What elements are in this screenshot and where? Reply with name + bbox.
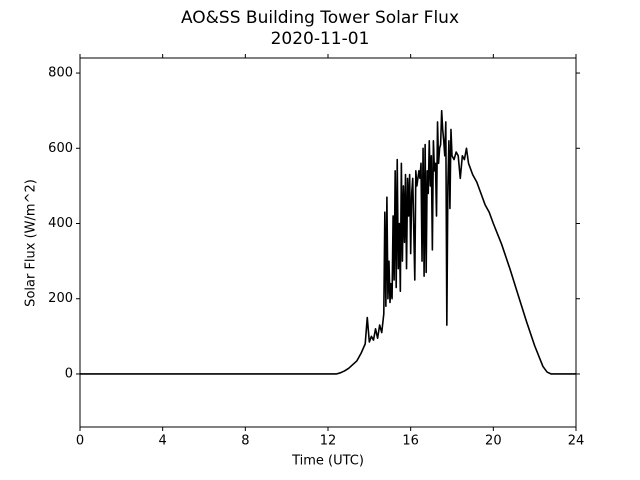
x-tick-label: 16 (402, 434, 419, 449)
x-axis-label: Time (UTC) (291, 454, 364, 469)
y-tick-label: 800 (48, 66, 73, 81)
data-line (80, 109, 576, 375)
x-tick-label: 4 (159, 434, 167, 449)
x-tick-label: 20 (485, 434, 502, 449)
chart-subtitle: 2020-11-01 (271, 29, 370, 49)
x-tick-label: 0 (76, 434, 84, 449)
y-tick-label: 0 (65, 366, 73, 381)
x-tick-label: 12 (320, 434, 337, 449)
y-axis-label: Solar Flux (W/m^2) (24, 179, 39, 307)
x-tick-label: 8 (241, 434, 249, 449)
x-tick-label: 24 (568, 434, 585, 449)
chart-title: AO&SS Building Tower Solar Flux (181, 8, 459, 28)
y-tick-label: 200 (48, 291, 73, 306)
y-tick-label: 600 (48, 141, 73, 156)
y-tick-label: 400 (48, 216, 73, 231)
